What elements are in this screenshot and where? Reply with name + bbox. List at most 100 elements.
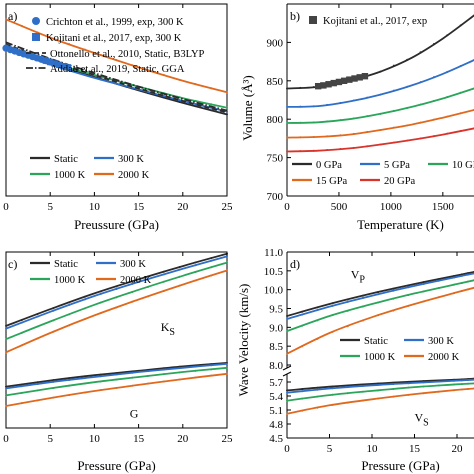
line-marker [466,379,469,381]
line-marker [68,304,71,307]
line-marker [301,390,304,393]
line-marker [20,344,23,347]
x-tick-label: 15 [133,201,145,213]
line-marker [162,273,165,276]
legend-label: Ottonello et al., 2010, Static, B3LYP [50,49,205,60]
line-marker [352,117,355,120]
line-marker [83,391,86,394]
line-marker [36,381,39,384]
line-marker [406,139,409,142]
line-marker [178,99,181,102]
line-marker [210,87,213,90]
line-marker [52,386,55,389]
line-marker [459,91,462,94]
line-marker [346,392,349,395]
data-point-square [361,72,369,80]
legend-label: Static [54,259,78,270]
x-tick-label: 15 [409,443,421,455]
legend-label: 1000 K [54,275,86,286]
line-marker [147,382,150,385]
legend-marker-square [32,33,40,41]
line-marker [194,102,197,105]
legend-label: 2000 K [428,352,460,363]
line-marker [312,121,315,124]
line-marker [5,405,7,407]
line-marker [178,378,181,381]
panel-d: 8.0 8.5 9.0 9.5 10.0 10.5 11.0 4.5 4.8 5.1 5.4 5.7 V… [236,247,474,473]
line-marker [178,266,181,269]
line-marker [301,397,304,400]
legend-marker-square [309,16,317,24]
line-marker [210,103,213,106]
line-marker [422,300,425,303]
line-marker [407,293,410,296]
line-marker [131,280,134,283]
panel-label: c) [8,257,17,271]
data-point-square [340,77,348,84]
line-marker [226,261,228,264]
line-marker [147,374,150,377]
line-marker [83,382,86,385]
line-marker [432,43,435,46]
panel-a: 0 5 10 15 20 25 Preussure (GPa) a) Crichton et a… [2,3,233,232]
line-marker [115,285,118,288]
line-marker [466,388,469,391]
axis-break-mark [282,371,292,377]
legend-label: Static [54,154,78,165]
line-marker [20,318,23,321]
legend-label: Kojitani et al., 2017, exp, 300 K [46,33,182,44]
line-marker [131,384,134,387]
line-marker [5,18,7,21]
line-marker [286,122,288,125]
line-marker [339,119,342,122]
line-marker [460,383,463,386]
line-marker [299,105,302,108]
line-marker [392,309,395,312]
data-point-square [335,78,343,86]
line-marker [419,137,422,140]
line-marker [331,385,334,388]
line-marker [52,319,55,322]
x-tick-label: 0 [3,433,9,445]
panel-c: KS G 0 5 10 15 20 25 Pressure (GPa) c) Static 300 K… [3,251,234,473]
line-marker [147,69,150,72]
line-marker [452,292,455,295]
line-marker [162,373,165,376]
line-marker [99,380,102,383]
line-marker [131,64,134,67]
line-marker [194,270,197,273]
line-marker [392,289,395,292]
legend-label: 15 GPa [316,176,348,187]
line-marker [466,273,469,276]
line-marker [301,310,304,313]
line-marker [226,113,228,116]
line-marker [99,78,102,81]
line-marker [406,85,409,88]
line-marker [36,389,39,392]
line-marker [437,384,440,387]
line-marker [361,390,364,393]
line-marker [286,315,288,318]
y-tick-label: 10.0 [264,285,284,297]
x-tick-label: 20 [177,433,189,445]
line-marker [452,383,455,386]
x-tick-label: 25 [222,433,234,445]
line-marker [377,389,380,392]
line-marker [466,288,469,291]
y-tick-label: 900 [267,37,284,49]
y-tick-label: 8.5 [269,341,283,353]
line-marker [460,274,463,277]
series-line-1 [5,255,228,330]
line-marker [178,367,181,370]
line-marker [316,395,319,398]
line-marker [299,121,302,124]
line-marker [361,384,364,387]
line-marker [5,351,7,354]
line-marker [437,278,440,281]
line-marker [316,406,319,409]
line-marker [422,392,425,395]
annotation-0: KS [161,320,175,338]
y-tick-label: 8.0 [269,360,283,372]
line-marker [20,383,23,386]
line-marker [52,396,55,399]
